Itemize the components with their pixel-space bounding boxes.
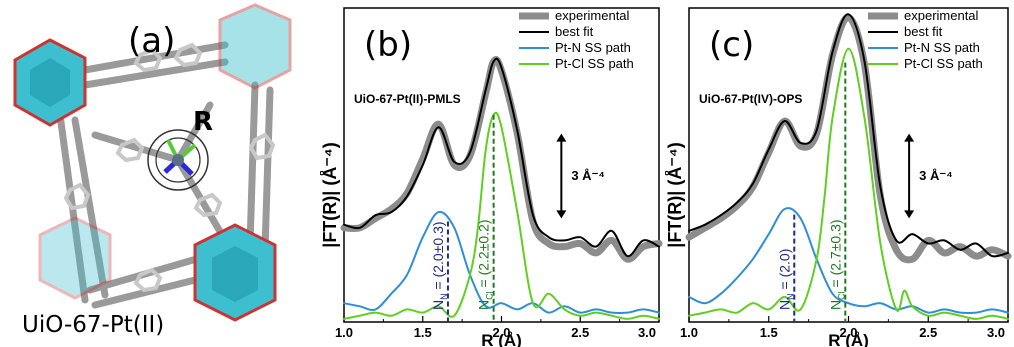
series-group (340, 56, 663, 320)
legend-entry: experimental (904, 8, 979, 23)
x-tick-label: 2.5 (919, 325, 937, 340)
mof-structure-image: (a) R UiO-67-Pt(II) (13, 3, 292, 338)
molecular-structure-panel: (a) R UiO-67-Pt(II) (0, 0, 320, 347)
coordination-number-label: NN = (2.0±0.3) (430, 221, 449, 310)
series-line-best-fit (343, 57, 660, 258)
zr-cluster-top-left (13, 38, 87, 127)
chart-panel-b: 1.0 1.5 2.0 2.5 3.0 R (Å) |FT(R)| (Å⁻⁴) (b) UiO-… (320, 0, 665, 347)
chart-c-svg: 1.0 1.5 2.0 2.5 3.0 R (Å) |FT(R)| (Å⁻⁴) (c) UiO-… (665, 7, 1012, 347)
chart-panel-c: 1.0 1.5 2.0 2.5 3.0 R (Å) |FT(R)| (Å⁻⁴) (c) UiO-… (665, 0, 1014, 347)
x-axis-label: R (Å) (481, 331, 522, 347)
r-group-label: R (193, 107, 213, 137)
series-line-best-fit (688, 13, 1009, 258)
sample-label: UiO-67-Pt(IV)-OPS (699, 92, 802, 106)
legend-entry: best fit (904, 24, 943, 39)
scale-bar-label: 3 Å⁻⁴ (571, 168, 605, 183)
scale-bar-label: 3 Å⁻⁴ (919, 168, 953, 183)
series-line-pt-cl-ss-path (688, 47, 1009, 320)
x-tick-label: 2.0 (839, 325, 857, 340)
legend-entry: Pt-Cl SS path (555, 56, 634, 71)
series-line-pt-cl-ss-path (343, 111, 660, 320)
x-tick-label: 2.0 (492, 325, 510, 340)
sample-label: UiO-67-Pt(II)-PMLS (354, 92, 461, 106)
scale-bar-arrow-down (556, 210, 567, 219)
series-group (685, 13, 1012, 320)
x-tick-label: 1.5 (760, 325, 778, 340)
series-line-pt-n-ss-path (688, 207, 1009, 314)
x-tick-label: 1.0 (680, 325, 698, 340)
legend-entry: Pt-N SS path (904, 40, 980, 55)
legend-entry: experimental (555, 8, 630, 23)
linker-rings (63, 42, 276, 293)
structure-caption: UiO-67-Pt(II) (22, 312, 164, 338)
coordination-number-label: NN = (2.0) (776, 249, 795, 310)
panel-label: (b) (364, 25, 412, 65)
scale-bar-arrow-up (556, 133, 567, 142)
legend-entry: best fit (555, 24, 594, 39)
coordination-number-label: NCl = (2.2±0.2) (476, 219, 495, 310)
series-line-pt-n-ss-path (343, 210, 660, 314)
series-line-experimental (340, 56, 663, 263)
legend-entry: Pt-Cl SS path (904, 56, 983, 71)
x-tick-label: 3.0 (638, 325, 656, 340)
series-line-experimental (685, 13, 1012, 264)
panel-a-label: (a) (128, 21, 175, 61)
x-tick-label: 1.5 (414, 325, 432, 340)
x-tick-label: 1.0 (335, 325, 353, 340)
chart-b-svg: 1.0 1.5 2.0 2.5 3.0 R (Å) |FT(R)| (Å⁻⁴) (b) UiO-… (320, 7, 663, 347)
y-axis-label: |FT(R)| (Å⁻⁴) (665, 142, 685, 247)
scale-bar-arrow-down (904, 210, 915, 219)
coordination-number-label: NCl = (2.7±0.3) (827, 219, 846, 310)
scale-bar-arrow-up (904, 133, 915, 142)
x-tick-label: 3.0 (987, 325, 1005, 340)
linker-sticks (56, 41, 274, 309)
zr-cluster-bottom-left (38, 216, 112, 300)
x-axis-label: R (Å) (828, 331, 869, 347)
zr-cluster-top-right (218, 3, 292, 90)
zr-cluster-bottom-right (193, 223, 277, 322)
x-tick-label: 2.5 (571, 325, 589, 340)
legend-entry: Pt-N SS path (555, 40, 631, 55)
panel-label: (c) (709, 25, 754, 65)
y-axis-label: |FT(R)| (Å⁻⁴) (320, 142, 340, 247)
pt-site (147, 129, 209, 191)
